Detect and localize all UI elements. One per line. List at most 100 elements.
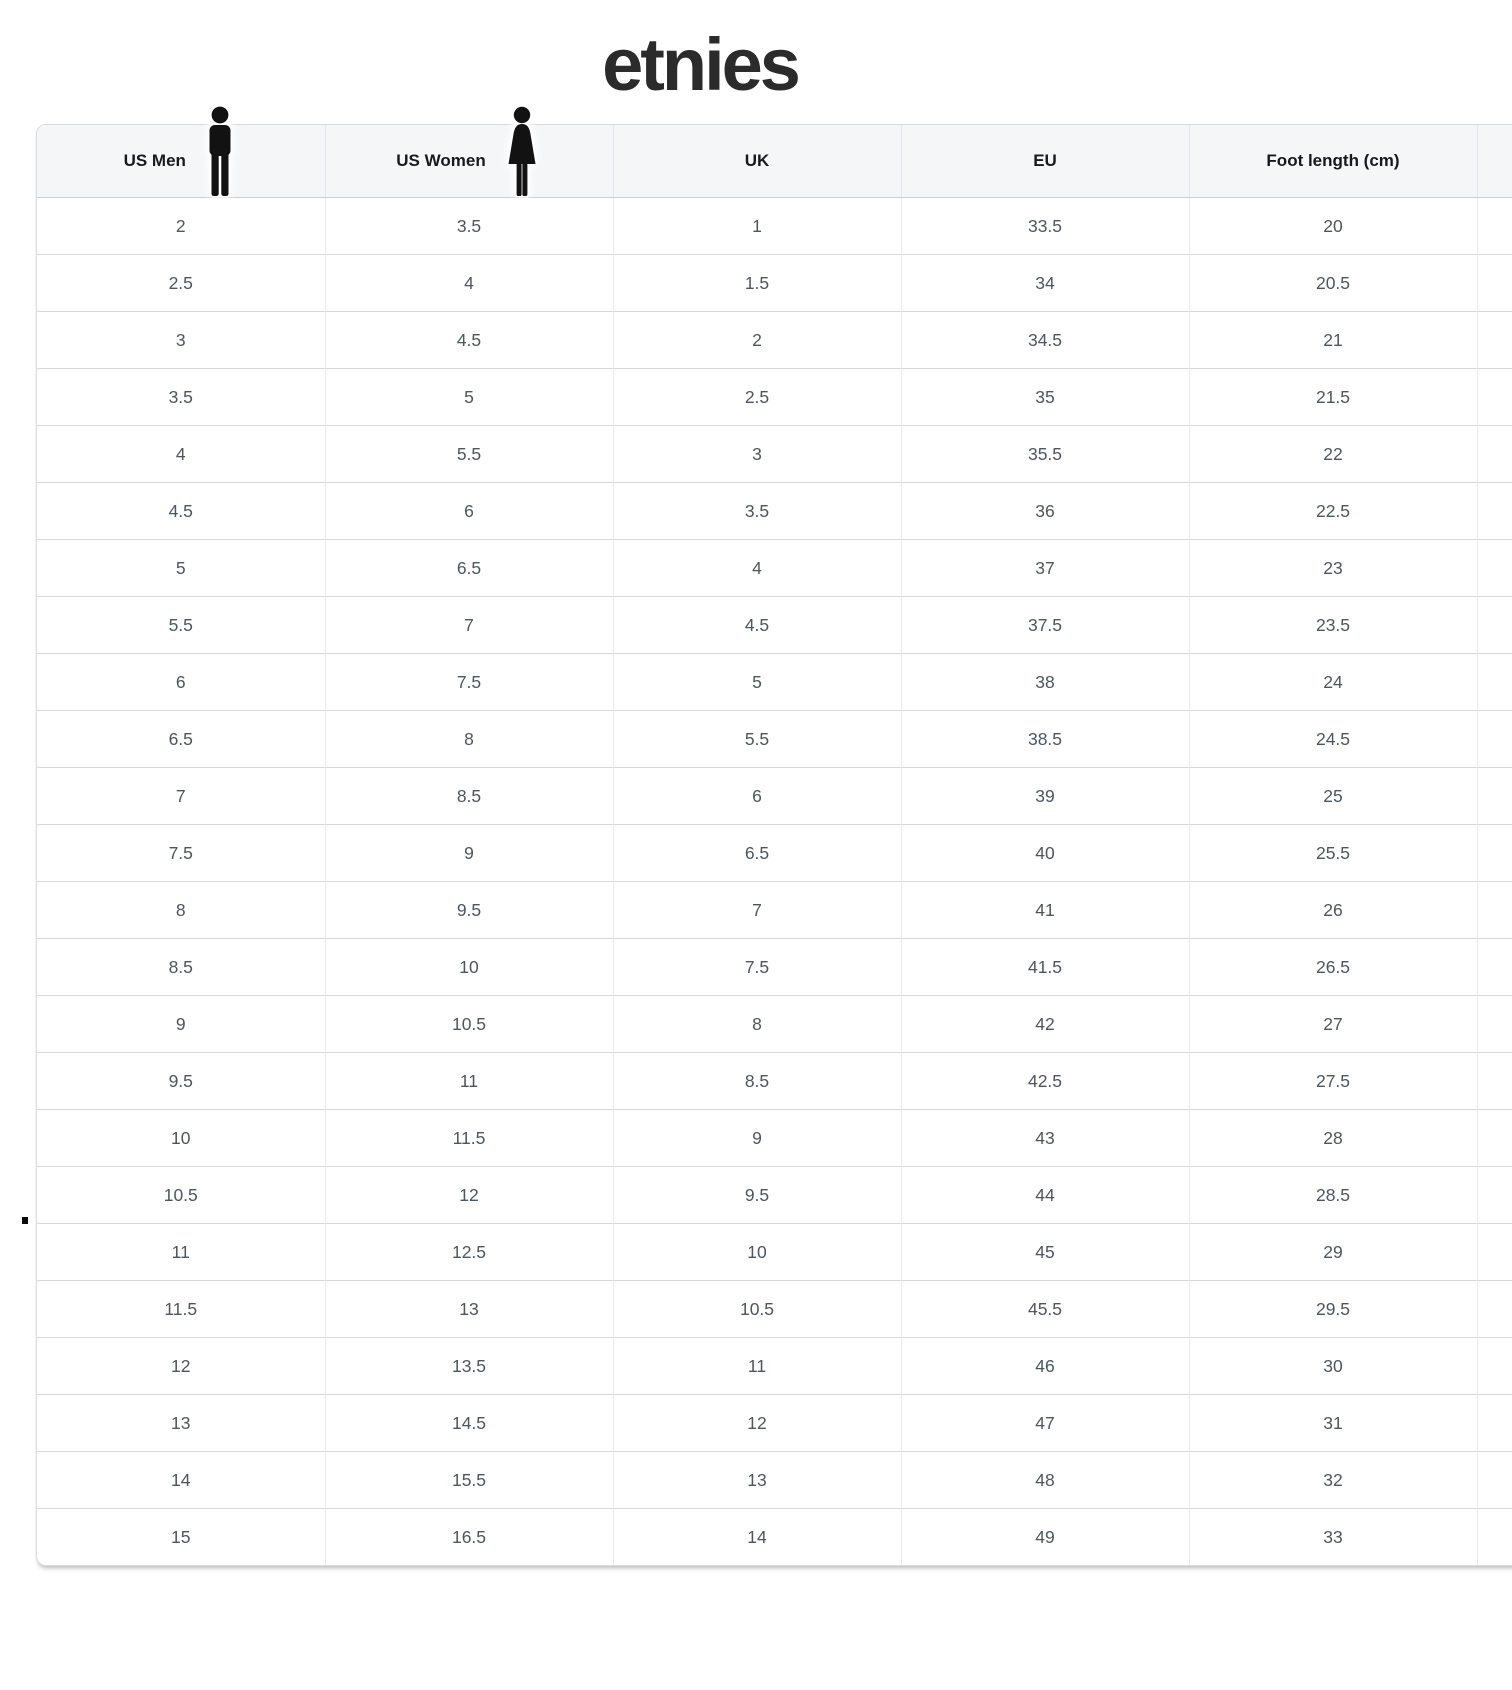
table-row: 2.5 4 1.5 34 20.5 xyxy=(37,254,1512,312)
size-cell: 9 xyxy=(324,824,613,882)
size-cell: 1.5 xyxy=(612,254,901,312)
size-cell: 12.5 xyxy=(324,1223,613,1281)
size-cell xyxy=(1476,425,1512,483)
size-cell xyxy=(1476,197,1512,255)
size-cell: 21.5 xyxy=(1188,368,1477,426)
size-cell: 26 xyxy=(1188,881,1477,939)
size-cell xyxy=(1476,1109,1512,1167)
size-cell: 3.5 xyxy=(612,482,901,540)
size-cell: 13 xyxy=(612,1451,901,1509)
size-chart: US Men US Women xyxy=(36,106,1512,1566)
table-row: 6.5 8 5.5 38.5 24.5 xyxy=(37,710,1512,768)
size-cell: 24.5 xyxy=(1188,710,1477,768)
size-cell: 15.5 xyxy=(324,1451,613,1509)
size-cell: 25 xyxy=(1188,767,1477,825)
size-cell xyxy=(1476,1451,1512,1509)
size-cell: 27 xyxy=(1188,995,1477,1053)
size-cell: 39 xyxy=(900,767,1189,825)
table-row: 8 9.5 7 41 26 xyxy=(37,881,1512,939)
size-cell: 5.5 xyxy=(612,710,901,768)
size-cell: 15 xyxy=(37,1508,325,1565)
column-header-us-women: US Women xyxy=(324,106,613,198)
size-cell xyxy=(1476,881,1512,939)
size-cell: 6.5 xyxy=(37,710,325,768)
size-cell: 10 xyxy=(612,1223,901,1281)
size-cell: 3.5 xyxy=(324,197,613,255)
size-cell: 5 xyxy=(612,653,901,711)
table-row: 8.5 10 7.5 41.5 26.5 xyxy=(37,938,1512,996)
size-cell: 11.5 xyxy=(37,1280,325,1338)
size-cell xyxy=(1476,1223,1512,1281)
stray-dot-artifact xyxy=(22,1217,28,1224)
size-table: US Men US Women xyxy=(37,106,1512,1565)
size-cell: 21 xyxy=(1188,311,1477,369)
table-row: 11 12.5 10 45 29 xyxy=(37,1223,1512,1281)
size-cell: 6 xyxy=(324,482,613,540)
size-cell: 44 xyxy=(900,1166,1189,1224)
table-row: 12 13.5 11 46 30 xyxy=(37,1337,1512,1395)
size-cell: 20.5 xyxy=(1188,254,1477,312)
size-cell xyxy=(1476,1394,1512,1452)
size-cell: 28 xyxy=(1188,1109,1477,1167)
size-cell: 5 xyxy=(37,539,325,597)
size-cell: 28.5 xyxy=(1188,1166,1477,1224)
woman-icon xyxy=(502,106,542,198)
size-cell xyxy=(1476,824,1512,882)
size-cell: 4 xyxy=(37,425,325,483)
size-cell xyxy=(1476,1337,1512,1395)
size-cell: 30 xyxy=(1188,1337,1477,1395)
size-cell: 6.5 xyxy=(324,539,613,597)
size-cell: 3.5 xyxy=(37,368,325,426)
column-header-us-men: US Men xyxy=(37,106,325,198)
size-cell: 41.5 xyxy=(900,938,1189,996)
size-cell: 22.5 xyxy=(1188,482,1477,540)
column-header-foot-length: Foot length (cm) xyxy=(1188,125,1477,198)
size-cell: 9.5 xyxy=(37,1052,325,1110)
table-row: 5.5 7 4.5 37.5 23.5 xyxy=(37,596,1512,654)
size-cell: 5.5 xyxy=(37,596,325,654)
size-cell: 10 xyxy=(37,1109,325,1167)
size-cell: 7 xyxy=(37,767,325,825)
size-cell: 8 xyxy=(324,710,613,768)
size-cell: 13.5 xyxy=(324,1337,613,1395)
table-row: 3 4.5 2 34.5 21 xyxy=(37,311,1512,369)
size-cell: 13 xyxy=(324,1280,613,1338)
size-cell: 37 xyxy=(900,539,1189,597)
size-cell: 31 xyxy=(1188,1394,1477,1452)
size-cell: 24 xyxy=(1188,653,1477,711)
size-cell: 43 xyxy=(900,1109,1189,1167)
size-cell: 5 xyxy=(324,368,613,426)
size-cell: 2.5 xyxy=(612,368,901,426)
size-cell: 14.5 xyxy=(324,1394,613,1452)
table-row: 7.5 9 6.5 40 25.5 xyxy=(37,824,1512,882)
column-header-uk: UK xyxy=(612,125,901,198)
size-cell: 6 xyxy=(612,767,901,825)
table-row: 13 14.5 12 47 31 xyxy=(37,1394,1512,1452)
size-cell xyxy=(1476,368,1512,426)
column-header-label: US Men xyxy=(123,151,186,170)
size-cell: 1 xyxy=(612,197,901,255)
size-cell: 4.5 xyxy=(612,596,901,654)
size-cell: 35.5 xyxy=(900,425,1189,483)
size-cell: 14 xyxy=(37,1451,325,1509)
column-header-extra xyxy=(1476,125,1512,198)
size-cell: 22 xyxy=(1188,425,1477,483)
size-cell xyxy=(1476,1508,1512,1565)
size-cell: 13 xyxy=(37,1394,325,1452)
size-cell: 10.5 xyxy=(612,1280,901,1338)
size-table-header: US Men US Women xyxy=(37,106,1512,198)
table-row: 14 15.5 13 48 32 xyxy=(37,1451,1512,1509)
column-header-label: US Women xyxy=(396,151,486,170)
size-cell: 4 xyxy=(324,254,613,312)
size-cell: 3 xyxy=(612,425,901,483)
size-cell: 29.5 xyxy=(1188,1280,1477,1338)
table-row: 15 16.5 14 49 33 xyxy=(37,1508,1512,1565)
size-cell: 12 xyxy=(37,1337,325,1395)
size-cell: 20 xyxy=(1188,197,1477,255)
size-cell: 11 xyxy=(37,1223,325,1281)
size-cell: 42.5 xyxy=(900,1052,1189,1110)
size-cell: 8.5 xyxy=(612,1052,901,1110)
size-cell: 32 xyxy=(1188,1451,1477,1509)
table-row: 5 6.5 4 37 23 xyxy=(37,539,1512,597)
size-cell: 3 xyxy=(37,311,325,369)
